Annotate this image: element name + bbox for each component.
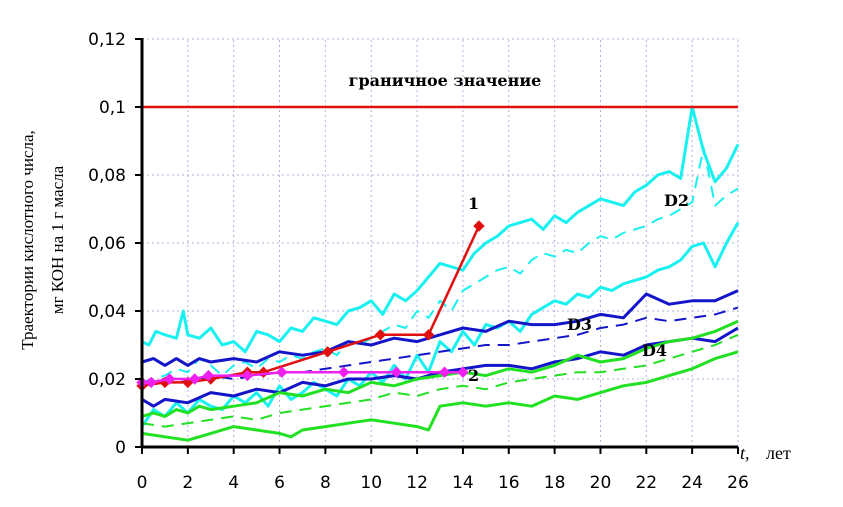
- x-tick-label: 18: [544, 473, 566, 493]
- threshold-layer: граничное значение: [142, 71, 738, 109]
- threshold-label: граничное значение: [349, 71, 542, 90]
- x-tick-label: 2: [182, 473, 193, 493]
- y-tick-label: 0,04: [88, 302, 126, 322]
- series-line-series1-9: [141, 225, 481, 388]
- series-2-point: [163, 373, 176, 385]
- series-1-point: [473, 220, 485, 232]
- series-2-point: [202, 369, 215, 382]
- series-line-blue-5: [141, 326, 739, 408]
- y-tick-label: 0,1: [99, 98, 126, 118]
- series-1-point: [321, 346, 334, 358]
- y-axis-label-line2: мг КОН на 1 г масла: [48, 165, 67, 314]
- series-2-point: [438, 366, 451, 378]
- y-axis-title: Траектории кислотного числа, мг КОН на 1…: [18, 130, 67, 349]
- x-tick-label: 26: [727, 473, 749, 493]
- series-layer: [140, 105, 740, 442]
- grid-lines: [142, 38, 739, 447]
- x-tick-label: 20: [590, 473, 612, 493]
- y-tick-label: 0,06: [88, 234, 126, 254]
- series-2-point: [145, 376, 157, 389]
- x-tick-label: 0: [137, 473, 148, 493]
- series-2-point: [276, 366, 288, 378]
- markers-layer: [136, 220, 485, 392]
- x-tick-label: 14: [452, 473, 474, 493]
- x-tick-label: 22: [635, 473, 657, 493]
- series-line-cyan-1: [141, 146, 739, 384]
- label-d3: D3: [567, 315, 592, 334]
- label-d4: D4: [642, 341, 667, 360]
- y-tick-label: 0,12: [88, 30, 126, 50]
- x-tick-label: 4: [228, 473, 239, 493]
- series-1-point: [422, 329, 435, 341]
- x-axis-unit: лет: [766, 443, 791, 463]
- y-axis-label-line1: Траектории кислотного числа,: [18, 130, 37, 349]
- y-tick-label: 0,02: [88, 370, 126, 390]
- x-tick-label: 24: [681, 473, 703, 493]
- series-2-point: [457, 366, 469, 378]
- label-d2: D2: [664, 191, 689, 210]
- y-tick-label: 0: [115, 438, 126, 458]
- x-tick-label: 10: [360, 473, 382, 493]
- x-tick-label: 6: [274, 473, 285, 493]
- y-tick-label: 0,08: [88, 166, 126, 186]
- series-line-cyan-2: [140, 221, 740, 428]
- series-line-green-7: [141, 333, 739, 428]
- ticks: 0 2 4 6 8 10 12 14 16 18 20 22 24 2600,020,040,060,08…: [88, 30, 749, 493]
- series-line-blue-4: [141, 306, 739, 384]
- series-line-blue-3: [141, 289, 739, 367]
- series-1-point: [374, 329, 387, 341]
- series-2-point: [241, 369, 254, 382]
- series-1-point: [257, 366, 270, 378]
- series-2-point: [390, 366, 403, 378]
- x-tick-label: 12: [406, 473, 428, 493]
- label-series-1: 1: [468, 194, 479, 213]
- x-axis-symbol: t,: [740, 443, 750, 463]
- x-tick-label: 16: [498, 473, 520, 493]
- x-tick-label: 8: [320, 473, 331, 493]
- label-series-2: 2: [468, 366, 479, 385]
- series-line-cyan-0: [141, 105, 740, 354]
- series-2-point: [189, 373, 201, 385]
- series-2-point: [338, 366, 350, 378]
- series-line-green-6: [141, 319, 739, 418]
- series-line-green-8: [141, 350, 739, 442]
